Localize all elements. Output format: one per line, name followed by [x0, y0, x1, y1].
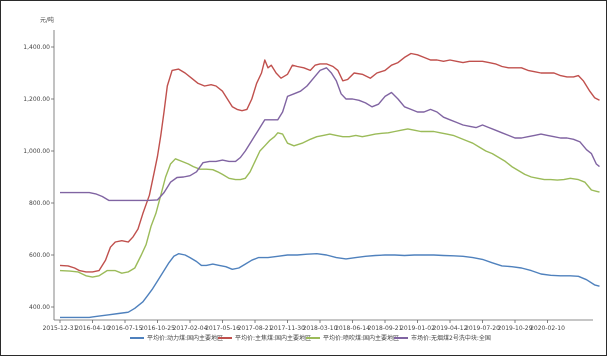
x-tick-label: 2017-02-04 — [173, 325, 208, 332]
x-tick-label: 2018-03-10 — [303, 325, 338, 332]
legend-label-1: 平均价:动力煤:国内主要地区 — [147, 334, 223, 342]
x-tick-label: 2016-07-15 — [108, 325, 143, 332]
y-tick-label: 1,400.00 — [23, 44, 50, 51]
y-tick-label: 1,000.00 — [23, 148, 50, 155]
x-tick-label: 2020-02-10 — [530, 325, 565, 332]
x-tick-label: 2016-10-25 — [140, 325, 175, 332]
y-axis-unit-label: 元/吨 — [40, 16, 54, 24]
x-tick-label: 2016-04-10 — [75, 325, 110, 332]
x-axis: 2015-12-312016-04-102016-07-152016-10-25… — [43, 320, 593, 332]
y-tick-label: 800.00 — [29, 200, 50, 207]
y-tick-label: 400.00 — [29, 304, 50, 311]
series-line-2 — [60, 54, 600, 272]
legend-label-4: 市场价:无烟煤2号洗中块:全国 — [411, 334, 491, 342]
x-tick-label: 2019-10-29 — [498, 325, 533, 332]
legend: 平均价:动力煤:国内主要地区 平均价:主焦煤:国内主要地区 平均价:喷吹煤:国内主要… — [130, 334, 491, 342]
y-axis: 400.00 600.00 800.00 1,000.00 1,200.00 1,400.… — [23, 30, 54, 320]
series-lines — [60, 54, 600, 318]
series-line-3 — [60, 129, 600, 277]
y-tick-label: 600.00 — [29, 252, 50, 259]
legend-label-3: 平均价:喷吹煤:国内主要地区 — [323, 334, 399, 342]
series-line-1 — [60, 254, 600, 318]
legend-label-2: 平均价:主焦煤:国内主要地区 — [235, 334, 311, 342]
x-tick-label: 2019-04-12 — [433, 325, 468, 332]
x-tick-label: 2018-09-21 — [368, 325, 403, 332]
x-tick-label: 2017-11-30 — [270, 325, 305, 332]
y-tick-label: 1,200.00 — [23, 96, 50, 103]
x-tick-label: 2018-06-14 — [335, 325, 370, 332]
x-tick-label: 2015-12-31 — [43, 325, 78, 332]
x-tick-label: 2017-05-16 — [205, 325, 240, 332]
x-tick-label: 2019-01-02 — [400, 325, 435, 332]
x-tick-label: 2017-08-21 — [238, 325, 273, 332]
x-tick-label: 2019-07-20 — [465, 325, 500, 332]
